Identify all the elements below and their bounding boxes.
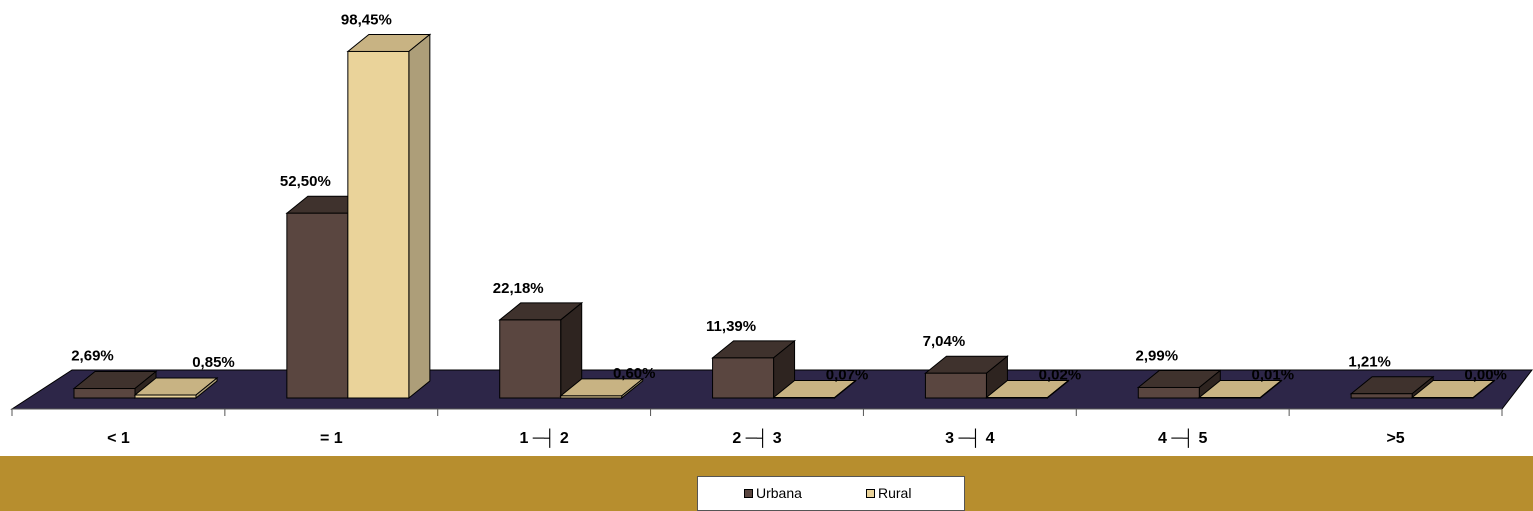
data-label-rural: 0,07% xyxy=(826,367,869,384)
data-label-urbana: 2,69% xyxy=(71,348,114,365)
x-tick-label: 2 ─┤ 3 xyxy=(732,428,781,448)
legend-label-urbana: Urbana xyxy=(756,485,802,501)
bar-urbana xyxy=(713,358,774,398)
bar-urbana xyxy=(1138,387,1199,398)
data-label-urbana: 1,21% xyxy=(1348,354,1391,371)
bar-rural xyxy=(1199,398,1260,399)
x-tick-label: 3 ─┤ 4 xyxy=(945,428,994,448)
data-label-rural: 0,00% xyxy=(1464,367,1507,384)
x-tick-label: < 1 xyxy=(107,430,130,447)
x-tick-label: 4 ─┤ 5 xyxy=(1158,428,1207,448)
data-label-urbana: 2,99% xyxy=(1136,347,1179,364)
bar-rural-side xyxy=(409,34,430,398)
bar-urbana xyxy=(925,373,986,398)
bar-urbana xyxy=(500,320,561,398)
bar-rural xyxy=(986,398,1047,399)
legend: Urbana Rural xyxy=(697,476,965,511)
data-label-urbana: 7,04% xyxy=(923,333,966,350)
bar-urbana xyxy=(1351,394,1412,398)
chart: 2,69% 0,85% < 1 52,50% 98,45% = 1 22,18% 0,60% 1… xyxy=(0,0,1533,456)
bar-rural xyxy=(1412,398,1473,399)
data-label-rural: 98,45% xyxy=(341,11,392,28)
bar-urbana xyxy=(287,213,348,398)
x-tick-label: = 1 xyxy=(320,430,343,447)
data-label-urbana: 11,39% xyxy=(706,318,756,335)
bar-rural xyxy=(348,51,409,398)
data-label-urbana: 22,18% xyxy=(493,280,544,297)
bar-rural xyxy=(135,395,196,398)
legend-item-rural: Rural xyxy=(866,485,911,501)
legend-item-urbana: Urbana xyxy=(744,485,802,501)
bar-rural xyxy=(774,398,835,399)
data-label-rural: 0,60% xyxy=(613,365,656,382)
legend-swatch-urbana xyxy=(744,489,753,498)
legend-label-rural: Rural xyxy=(878,485,911,501)
bar-urbana xyxy=(74,389,135,398)
x-tick-label: 1 ─┤ 2 xyxy=(519,428,568,448)
data-label-urbana: 52,50% xyxy=(280,173,331,190)
x-tick-label: >5 xyxy=(1386,430,1404,447)
data-label-rural: 0,85% xyxy=(192,354,235,371)
legend-swatch-rural xyxy=(866,489,875,498)
data-label-rural: 0,01% xyxy=(1252,367,1295,384)
bar-rural xyxy=(561,396,622,398)
data-label-rural: 0,02% xyxy=(1039,367,1082,384)
